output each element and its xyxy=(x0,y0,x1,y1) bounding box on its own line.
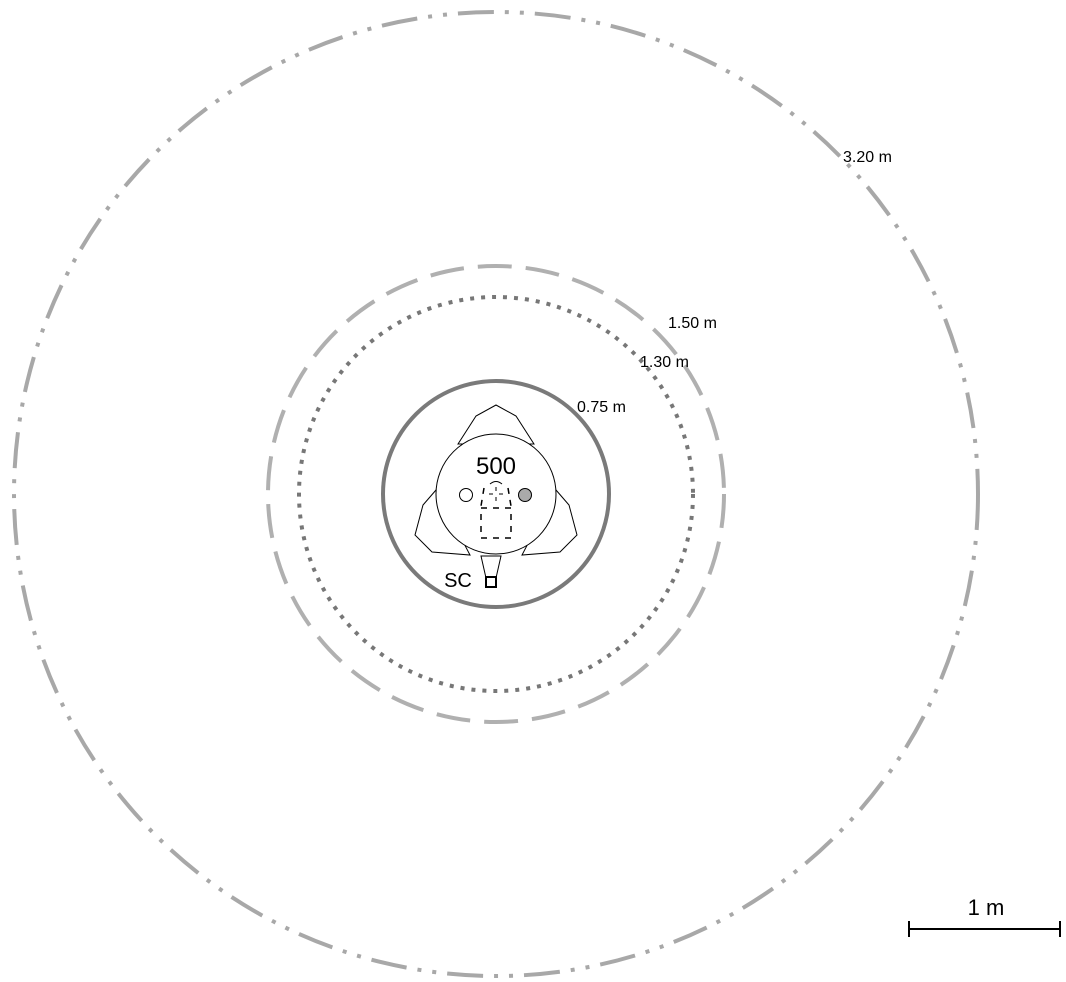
ring-3-20 xyxy=(12,10,980,978)
scale-bar-label: 1 m xyxy=(968,895,1005,920)
crosshair-icon xyxy=(489,487,503,501)
device-label: 500 xyxy=(476,453,516,480)
sensor-stem xyxy=(480,555,502,579)
left-marker xyxy=(459,488,473,502)
ring-label-3-20: 3.20 m xyxy=(843,149,892,166)
ring-label-1-50: 1.50 m xyxy=(668,315,717,332)
device-body xyxy=(435,433,557,555)
right-marker xyxy=(518,488,532,502)
ring-label-0-75: 0.75 m xyxy=(577,399,626,416)
device xyxy=(414,404,578,588)
ring-1-30 xyxy=(297,295,695,693)
ring-0-75 xyxy=(381,379,611,609)
scale-bar xyxy=(908,921,1061,937)
sensor-label: SC xyxy=(444,570,472,592)
sensor-box xyxy=(485,576,497,588)
ring-label-1-30: 1.30 m xyxy=(640,354,689,371)
ring-1-50 xyxy=(266,264,726,724)
inner-frame xyxy=(480,487,512,539)
orientation-arc xyxy=(489,481,503,485)
